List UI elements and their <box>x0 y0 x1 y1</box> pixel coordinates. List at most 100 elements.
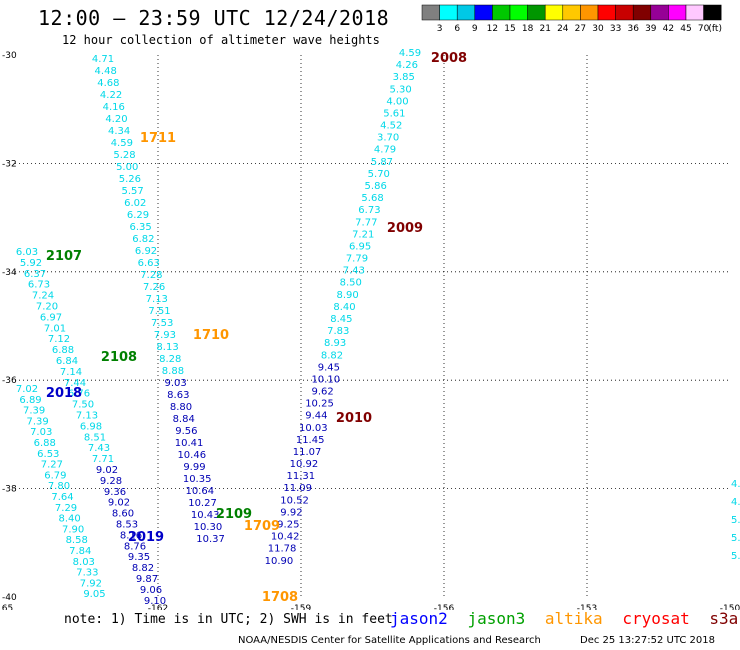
swh-value: 7.29 <box>55 503 77 514</box>
swh-value: 5.26 <box>119 174 141 185</box>
swh-value: 7.26 <box>143 282 165 293</box>
orbit-number-label: 1709 <box>244 519 280 534</box>
swh-value: 4.22 <box>100 90 122 101</box>
swh-value: 6.37 <box>24 269 46 280</box>
longitude-tick-label: -159 <box>291 604 312 610</box>
swh-value: 9.45 <box>318 362 340 373</box>
swh-value: 9.03 <box>164 378 186 389</box>
swh-value: 6.79 <box>44 470 66 481</box>
swh-value: 6.88 <box>34 438 56 449</box>
swh-value: 9.05 <box>83 589 105 600</box>
swh-value: 5.92 <box>20 258 42 269</box>
latitude-tick-label: -30 <box>2 51 17 61</box>
swh-value: 7.44 <box>64 378 86 389</box>
swh-value: 10.90 <box>265 556 294 567</box>
page-title: 12:00 – 23:59 UTC 12/24/2018 <box>38 6 390 30</box>
swh-value: 9.10 <box>144 596 166 607</box>
swh-value: 10.64 <box>186 486 215 497</box>
satellite-label-jason2: jason2 <box>390 609 448 628</box>
swh-value: 10.30 <box>194 522 223 533</box>
swh-value: 10.35 <box>183 474 212 485</box>
orbit-number-label: 2008 <box>431 51 467 66</box>
swh-value: 6.63 <box>138 258 160 269</box>
altimeter-map: -165 -162 -159 -156 -153 -150 -30 -32 -34 -36 -38 -… <box>0 48 740 610</box>
swh-value: 6.95 <box>349 241 371 252</box>
swh-value: 4.79 <box>374 145 396 156</box>
swh-value: 8.40 <box>58 514 80 525</box>
swh-value: 8.76 <box>124 541 146 552</box>
swh-value: 7.27 <box>41 460 63 471</box>
swh-value: 7.93 <box>154 330 176 341</box>
swh-value: 3.85 <box>393 72 415 83</box>
color-scale-legend: 3 6 9 12 15 18 21 24 27 30 33 36 39 42 45 70 (ft) <box>421 4 722 34</box>
swh-value: 7.33 <box>76 568 98 579</box>
swh-value: 6.89 <box>19 395 41 406</box>
swh-value: 10.25 <box>305 399 334 410</box>
swh-value: 6.88 <box>52 345 74 356</box>
swh-value-edge: 5. <box>731 551 740 562</box>
generated-timestamp: Dec 25 13:27:52 UTC 2018 <box>580 635 715 646</box>
color-scale-swatch <box>703 4 722 21</box>
swh-value: 7.12 <box>48 334 70 345</box>
satellite-label-altika: altika <box>544 609 603 628</box>
swh-value: 7.64 <box>51 492 73 503</box>
swh-value-edge: 5. <box>731 533 740 544</box>
swh-value: 8.40 <box>333 302 355 313</box>
orbit-number-label: 2019 <box>128 530 164 545</box>
swh-value: 7.39 <box>27 416 49 427</box>
latitude-tick-label: -38 <box>2 485 17 495</box>
swh-value: 4.00 <box>386 96 408 107</box>
swh-value: 7.77 <box>355 217 377 228</box>
swh-value: 8.58 <box>66 535 88 546</box>
swh-value: 7.14 <box>60 367 82 378</box>
swh-value: 10.42 <box>271 532 300 543</box>
swh-value: 9.35 <box>128 552 150 563</box>
swh-value: 3.70 <box>377 133 399 144</box>
orbit-number-label: 1708 <box>262 590 298 605</box>
longitude-tick-label: -165 <box>0 604 13 610</box>
swh-value: 8.82 <box>132 563 154 574</box>
swh-value: 8.16 <box>120 530 142 541</box>
orbit-number-label: 1711 <box>140 131 176 146</box>
swh-value: 9.92 <box>280 507 302 518</box>
swh-value: 7.43 <box>343 266 365 277</box>
satellite-legend: jason2 jason3 altika cryosat s3a <box>390 609 740 628</box>
satellite-label-s3a: s3a <box>709 609 739 628</box>
swh-value: 7.03 <box>30 427 52 438</box>
swh-value: 6.29 <box>127 210 149 221</box>
color-scale-label: (ft) <box>708 24 722 34</box>
color-scale-label: 9 <box>472 24 478 34</box>
swh-value: 8.84 <box>173 414 195 425</box>
swh-value: 7.83 <box>327 326 349 337</box>
swh-value: 7.21 <box>352 229 374 240</box>
swh-value: 8.13 <box>156 342 178 353</box>
swh-value: 9.02 <box>96 465 118 476</box>
latitude-tick-label: -36 <box>2 376 17 386</box>
swh-value: 4.48 <box>95 66 117 77</box>
swh-value: 7.20 <box>36 302 58 313</box>
swh-value: 6.84 <box>56 356 78 367</box>
swh-value: 9.25 <box>277 520 299 531</box>
swh-value: 6.98 <box>80 421 102 432</box>
swh-value: 7.79 <box>346 254 368 265</box>
latitude-tick-label: -34 <box>2 268 17 278</box>
color-scale-label: 33 <box>610 24 621 34</box>
swh-value: 9.87 <box>136 574 158 585</box>
map-frame <box>14 54 731 598</box>
swh-value: 4.16 <box>103 102 125 113</box>
swh-value: 5.28 <box>113 150 135 161</box>
color-scale-label: 24 <box>557 24 569 34</box>
swh-value: 8.63 <box>167 390 189 401</box>
swh-value: 7.84 <box>69 546 91 557</box>
swh-value: 4.34 <box>108 126 130 137</box>
orbit-number-label: 2108 <box>101 350 137 365</box>
swh-value: 6.76 <box>68 389 90 400</box>
longitude-tick-label: -150 <box>720 604 740 610</box>
color-scale-label: 12 <box>487 24 498 34</box>
footer-note: note: 1) Time is in UTC; 2) SWH is in fe… <box>64 612 393 627</box>
swh-value: 10.92 <box>290 459 319 470</box>
swh-value: 9.62 <box>312 387 334 398</box>
swh-value: 4.59 <box>399 48 421 59</box>
orbit-number-label: 2107 <box>46 249 82 264</box>
